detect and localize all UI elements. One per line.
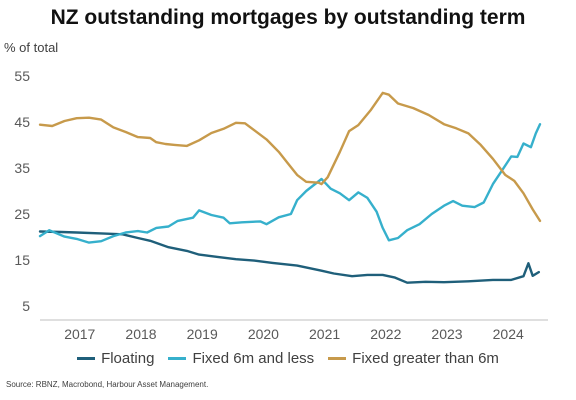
y-tick-label: 45 — [14, 114, 30, 130]
x-tick-label: 2022 — [370, 326, 401, 342]
legend-item-floating: Floating — [77, 350, 154, 367]
x-tick-label: 2021 — [309, 326, 340, 342]
legend-swatch-fixed-long — [328, 357, 347, 360]
y-tick-label: 55 — [14, 68, 30, 84]
legend-label-fixed-short: Fixed 6m and less — [192, 350, 315, 367]
source-note: Source: RBNZ, Macrobond, Harbour Asset M… — [6, 380, 209, 389]
x-tick-label: 2017 — [64, 326, 95, 342]
y-axis-label: % of total — [4, 40, 59, 55]
legend-swatch-floating — [77, 357, 96, 360]
chart-title: NZ outstanding mortgages by outstanding … — [50, 6, 526, 29]
y-tick-label: 35 — [14, 160, 30, 176]
x-tick-label: 2020 — [248, 326, 279, 342]
y-tick-label: 5 — [22, 298, 30, 314]
legend-label-fixed-long: Fixed greater than 6m — [352, 350, 499, 367]
series-line-1 — [38, 122, 542, 244]
legend-label-floating: Floating — [101, 350, 155, 367]
x-tick-label: 2019 — [187, 326, 218, 342]
y-tick-label: 25 — [14, 206, 30, 222]
x-tick-label: 2018 — [125, 326, 156, 342]
y-tick-label: 15 — [14, 252, 30, 268]
legend-item-fixed-long: Fixed greater than 6m — [328, 350, 499, 367]
legend: Floating Fixed 6m and less Fixed greater… — [0, 350, 576, 367]
series-line-2 — [38, 91, 542, 223]
x-tick-label: 2024 — [493, 326, 524, 342]
y-axis-ticks: 5 15 25 35 45 55 — [14, 68, 30, 314]
series-lines — [38, 91, 542, 284]
legend-item-fixed-short: Fixed 6m and less — [168, 350, 314, 367]
x-tick-label: 2023 — [431, 326, 462, 342]
series-line-0 — [38, 230, 540, 284]
x-axis-ticks: 2017 2018 2019 2020 2021 2022 2023 2024 — [64, 326, 524, 342]
legend-swatch-fixed-short — [168, 357, 187, 360]
